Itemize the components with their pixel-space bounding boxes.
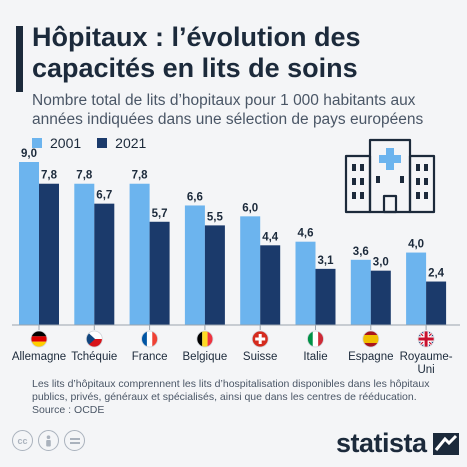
bar-2001: [295, 241, 316, 325]
legend-label-2001: 2001: [50, 135, 82, 151]
x-tick-label: Tchéquie: [71, 351, 117, 363]
bar-2001: [74, 183, 95, 325]
legend: 2001 2021: [32, 135, 146, 151]
bar-2021: [315, 268, 336, 325]
cc-attribution-icon[interactable]: [38, 430, 59, 451]
bar-2021: [260, 245, 281, 325]
legend-label-2021: 2021: [115, 135, 147, 151]
flag-icon-it: [307, 330, 324, 348]
bar-2001: [350, 259, 371, 325]
bar-2021: [204, 225, 225, 325]
flag-icon-be: [196, 330, 214, 348]
flag-icon-cz: [85, 330, 103, 348]
legend-swatch-2021: [97, 138, 108, 148]
chart-title: Hôpitaux : l’évolution des capacités en …: [32, 22, 361, 83]
flag-icon-ch: [251, 330, 269, 348]
bar-2021: [149, 221, 170, 325]
title-accent-bar: [16, 26, 23, 92]
data-label-2021: 2,4: [428, 268, 445, 280]
flag-icon-gb: [417, 330, 435, 348]
statista-logo-icon: [432, 432, 459, 455]
data-label-2021: 6,7: [96, 190, 112, 202]
footnote: Les lits d’hôpitaux comprennent les lits…: [32, 378, 457, 417]
flag-icon-de: [30, 330, 48, 348]
data-label-2021: 4,4: [262, 231, 279, 243]
x-tick-label: France: [132, 351, 168, 363]
data-label-2021: 3,0: [373, 257, 389, 269]
data-label-2001: 9,0: [21, 148, 37, 160]
chart-subtitle: Nombre total de lits d’hopitaux pour 1 0…: [32, 92, 424, 128]
footnote-text: Les lits d’hôpitaux comprennent les lits…: [32, 378, 430, 403]
bar-chart: 9,07,8Allemagne7,86,7Tchéquie7,85,7Franc…: [12, 148, 460, 376]
license-icons: cc: [12, 430, 85, 451]
legend-item-2021: 2021: [97, 135, 146, 151]
x-tick-label: Suisse: [243, 351, 278, 363]
legend-item-2001: 2001: [32, 135, 81, 151]
bar-2001: [19, 162, 39, 325]
flag-icon-es: [362, 330, 380, 348]
legend-swatch-2001: [32, 138, 42, 148]
data-label-2021: 3,1: [318, 255, 335, 267]
statista-brand[interactable]: statista: [336, 428, 459, 459]
x-tick-label: Allemagne: [12, 351, 66, 363]
data-label-2001: 4,0: [408, 239, 424, 251]
x-tick-label: Royaume-Uni: [400, 351, 453, 376]
source-text: Source : OCDE: [32, 404, 105, 416]
bar-2021: [370, 270, 391, 325]
data-label-2001: 4,6: [298, 228, 314, 240]
data-label-2001: 3,6: [353, 246, 369, 258]
bar-2021: [39, 183, 59, 325]
x-tick-label: Belgique: [183, 351, 228, 363]
cc-noderivs-icon[interactable]: [64, 430, 85, 451]
cc-license-icon[interactable]: cc: [12, 430, 33, 451]
statista-wordmark: statista: [336, 428, 427, 458]
x-tick-label: Espagne: [348, 351, 393, 363]
data-label-2001: 7,8: [76, 170, 93, 182]
bar-2021: [426, 281, 447, 325]
bar-2001: [129, 183, 150, 325]
data-label-2001: 6,6: [187, 191, 203, 203]
bar-2001: [184, 205, 205, 325]
hospital-building-icon: [344, 138, 436, 214]
bar-2021: [94, 203, 115, 325]
bar-2001: [406, 252, 427, 325]
x-tick-label: Italie: [303, 351, 327, 363]
flag-icon-fr: [141, 330, 159, 348]
bar-2001: [240, 216, 261, 325]
data-label-2001: 6,0: [242, 202, 258, 214]
data-label-2021: 5,7: [152, 208, 168, 220]
data-label-2021: 5,5: [207, 211, 224, 223]
data-label-2001: 7,8: [132, 170, 149, 182]
data-label-2021: 7,8: [41, 170, 58, 182]
